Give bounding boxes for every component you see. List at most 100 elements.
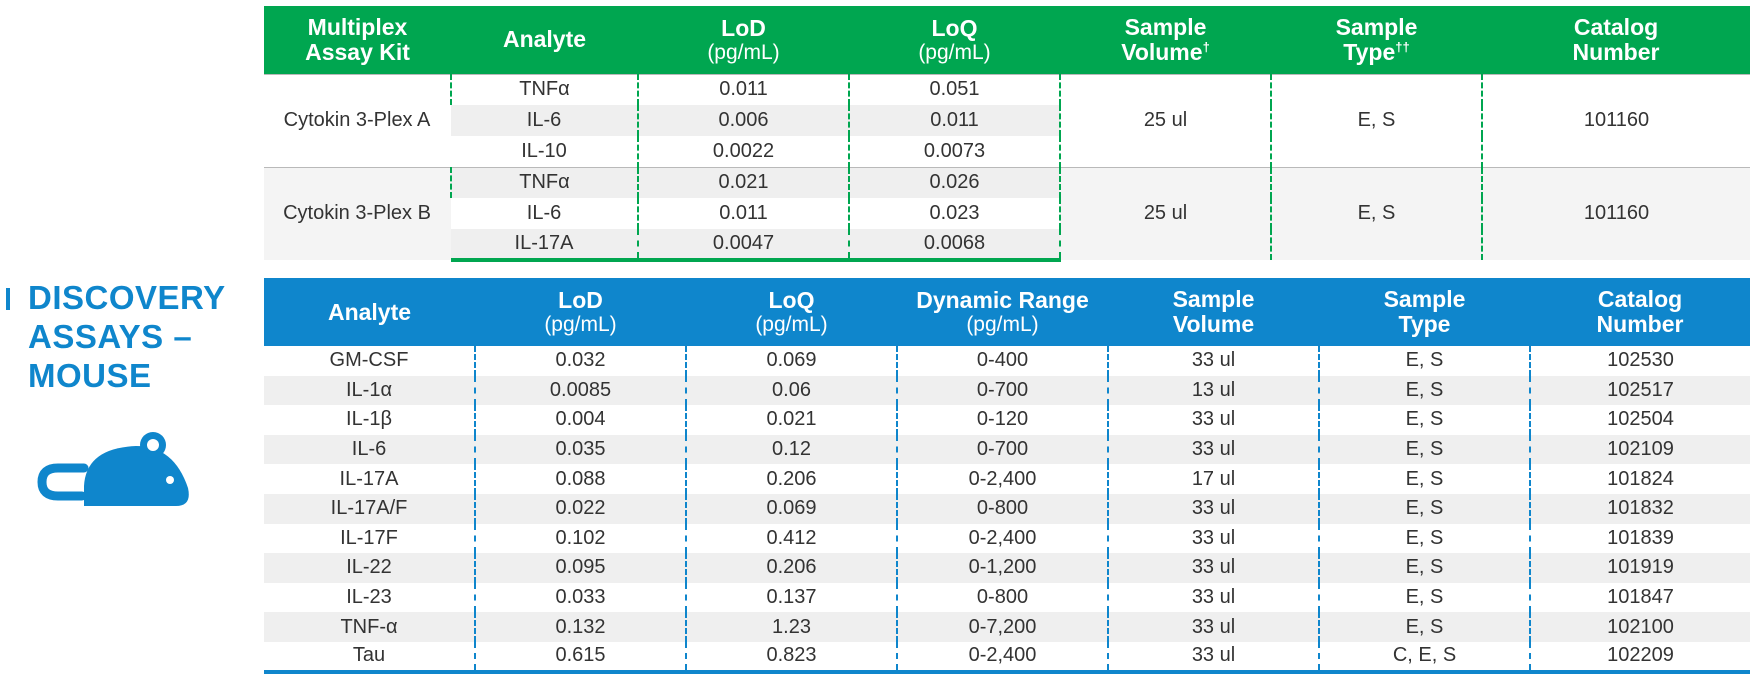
analyte-cell: IL-22	[264, 553, 475, 583]
lod-cell: 0.022	[474, 493, 686, 524]
multiplex-assay-table: Multiplex Assay Kit Analyte LoD (pg/mL) Lo…	[264, 6, 1750, 262]
column-header-analyte: Analyte	[264, 278, 475, 346]
loq-cell: 0.051	[848, 73, 1060, 105]
sample-type-cell: E, S	[1318, 612, 1530, 642]
lod-cell: 0.011	[637, 73, 849, 105]
dynamic-range-cell: 0-1,200	[896, 553, 1108, 583]
table-row: IL-22 0.095 0.206 0-1,200 33 ul E, S 101919	[264, 553, 1750, 583]
table-row: IL-23 0.033 0.137 0-800 33 ul E, S 101847	[264, 582, 1750, 613]
section-heading: DISCOVERY ASSAYS – MOUSE	[28, 278, 258, 395]
column-header-kit: Multiplex Assay Kit	[264, 6, 451, 74]
sample-volume-cell: 33 ul	[1107, 405, 1319, 435]
dynamic-range-cell: 0-120	[896, 405, 1108, 435]
sample-volume-cell: 33 ul	[1107, 493, 1319, 524]
catalog-number-cell: 102530	[1529, 346, 1750, 376]
dynamic-range-cell: 0-7,200	[896, 612, 1108, 642]
sample-type-cell: E, S	[1318, 523, 1530, 554]
sample-volume-cell: 25 ul	[1059, 166, 1271, 260]
table-row: IL-1β 0.004 0.021 0-120 33 ul E, S 102504	[264, 405, 1750, 435]
lod-cell: 0.088	[474, 464, 686, 494]
loq-cell: 0.069	[685, 346, 897, 376]
table-row: Cytokin 3-Plex B TNFα 0.021 0.026 25 ul …	[264, 166, 1750, 260]
analyte-cell: IL-6	[264, 434, 475, 465]
dynamic-range-cell: 0-700	[896, 375, 1108, 406]
analyte-cell: IL-17A	[451, 229, 638, 262]
loq-cell: 0.0073	[848, 136, 1060, 167]
analyte-cell: IL-17A/F	[264, 493, 475, 524]
lod-cell: 0.095	[474, 553, 686, 583]
column-header-sample-type: Sample Type††	[1271, 6, 1482, 74]
table-row: IL-6 0.011 0.023	[264, 198, 1750, 229]
loq-cell: 0.0068	[848, 229, 1060, 262]
column-header-loq: LoQ (pg/mL)	[849, 6, 1060, 74]
catalog-number-cell: 102100	[1529, 612, 1750, 642]
analyte-cell: TNF-α	[264, 612, 475, 642]
analyte-cell: IL-10	[521, 139, 567, 162]
catalog-number-cell: 101832	[1529, 493, 1750, 524]
catalog-number-cell: 102517	[1529, 375, 1750, 406]
column-header-sample-type: Sample Type	[1319, 278, 1530, 346]
mouse-icon	[37, 432, 189, 506]
column-header-dynamic-range: Dynamic Range (pg/mL)	[897, 278, 1108, 346]
analyte-cell: IL-6	[451, 105, 638, 136]
analyte-cell: IL-17A	[339, 467, 399, 490]
lod-cell: 0.011	[637, 198, 849, 229]
analyte-cell: Tau	[264, 641, 475, 674]
sample-volume-cell: 25 ul	[1059, 73, 1271, 167]
lod-cell: 0.032	[474, 346, 686, 376]
sample-type-cell: C, E, S	[1318, 641, 1530, 674]
loq-cell: 0.021	[685, 405, 897, 435]
table-row: Cytokin 3-Plex A TNFα 0.011 0.051 25 ul …	[264, 73, 1750, 167]
analyte-cell: TNFα	[450, 73, 638, 105]
table-row: IL-17F 0.102 0.412 0-2,400 33 ul E, S 101839	[264, 523, 1750, 554]
table-header-row: Analyte LoD (pg/mL) LoQ (pg/mL) Dynamic Ra…	[264, 278, 1750, 346]
sample-volume-cell: 33 ul	[1107, 434, 1319, 465]
kit-name-cell: Cytokin 3-Plex A	[264, 73, 451, 167]
lod-cell: 0.0085	[474, 375, 686, 406]
table-row: IL-1α 0.0085 0.06 0-700 13 ul E, S 102517	[264, 375, 1750, 406]
lod-cell: 0.004	[474, 405, 686, 435]
section-heading-line: MOUSE	[28, 357, 152, 394]
analyte-cell: IL-1α	[264, 375, 475, 406]
analyte-cell: IL-17F	[340, 526, 398, 549]
lod-cell: 0.0047	[637, 229, 849, 262]
column-header-sample-volume: Sample Volume	[1108, 278, 1319, 346]
table-row: IL-10 0.0022 0.0073	[264, 136, 1750, 167]
sample-volume-cell: 33 ul	[1107, 582, 1319, 613]
loq-cell: 0.026	[848, 166, 1060, 198]
lod-cell: 0.132	[474, 612, 686, 642]
table-row: Tau 0.615 0.823 0-2,400 33 ul C, E, S 102209	[264, 641, 1750, 674]
sample-type-cell: E, S	[1270, 73, 1482, 167]
column-header-catalog: Catalog Number	[1482, 6, 1750, 74]
catalog-number-cell: 101847	[1529, 582, 1750, 613]
catalog-number-cell: 102109	[1529, 434, 1750, 465]
sample-volume-cell: 33 ul	[1107, 612, 1319, 642]
loq-cell: 1.23	[685, 612, 897, 642]
dynamic-range-cell: 0-400	[896, 346, 1108, 376]
sample-type-cell: E, S	[1318, 434, 1530, 465]
table-row: IL-17A 0.0047 0.0068	[264, 229, 1750, 262]
analyte-cell: TNFα	[450, 166, 638, 198]
loq-cell: 0.069	[685, 493, 897, 524]
lod-cell: 0.615	[474, 641, 686, 674]
loq-cell: 0.412	[685, 523, 897, 554]
table-row: IL-17A/F 0.022 0.069 0-800 33 ul E, S 101832	[264, 493, 1750, 524]
catalog-number-cell: 101839	[1529, 523, 1750, 554]
sample-type-cell: E, S	[1318, 375, 1530, 406]
catalog-number-cell: 101160	[1481, 73, 1750, 167]
analyte-cell: IL-1β	[346, 408, 392, 431]
sample-type-cell: E, S	[1318, 464, 1530, 494]
catalog-number-cell: 102209	[1529, 641, 1750, 674]
loq-cell: 0.206	[685, 464, 897, 494]
kit-name-cell: Cytokin 3-Plex B	[264, 166, 451, 260]
column-header-analyte: Analyte	[451, 6, 638, 74]
column-header-catalog: Catalog Number	[1530, 278, 1750, 346]
catalog-number-cell: 101824	[1529, 464, 1750, 494]
analyte-cell: IL-23	[346, 586, 392, 609]
dynamic-range-cell: 0-2,400	[896, 464, 1108, 494]
sample-volume-cell: 17 ul	[1107, 464, 1319, 494]
lod-cell: 0.033	[474, 582, 686, 613]
catalog-number-cell: 102504	[1529, 405, 1750, 435]
section-heading-line: ASSAYS –	[28, 318, 193, 355]
loq-cell: 0.206	[685, 553, 897, 583]
